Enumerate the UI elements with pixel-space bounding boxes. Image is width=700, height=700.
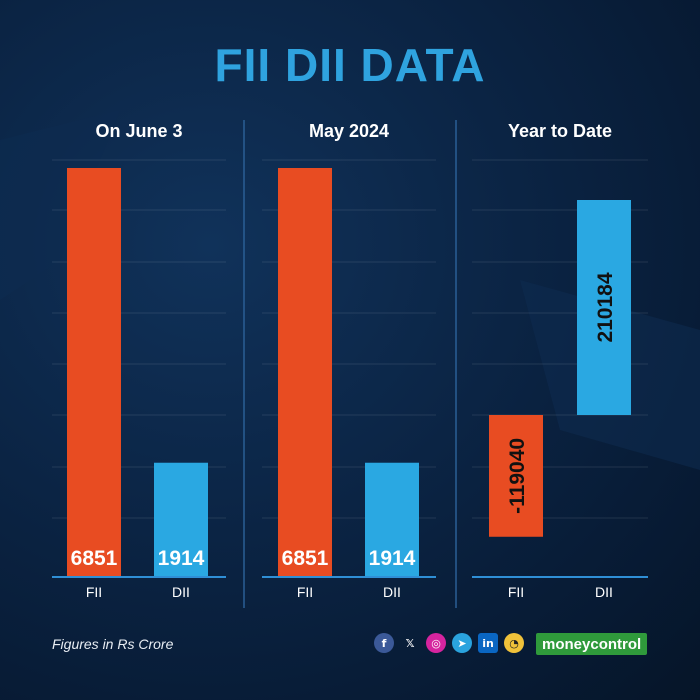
social-icons: f 𝕏 ◎ ➤ in ◔ [374, 633, 524, 655]
page-title: FII DII DATA [214, 39, 486, 91]
data-label: 6851 [71, 547, 118, 570]
bar-dii [365, 462, 419, 577]
units-footnote: Figures in Rs Crore [52, 636, 174, 652]
telegram-icon[interactable]: ➤ [452, 633, 472, 653]
instagram-icon[interactable]: ◎ [426, 633, 446, 653]
chat-icon[interactable]: ◔ [504, 633, 524, 653]
data-label: 6851 [282, 547, 329, 570]
linkedin-icon[interactable]: in [478, 633, 498, 653]
data-label: 1914 [158, 547, 205, 570]
panel-title: Year to Date [508, 121, 612, 141]
category-label: FII [297, 584, 313, 600]
data-label: -119040 [506, 438, 529, 514]
category-label: FII [508, 584, 524, 600]
data-label: 210184 [594, 272, 617, 342]
bar-fii [489, 415, 543, 537]
category-label: DII [172, 584, 190, 600]
panel-title: May 2024 [309, 121, 389, 141]
bar-dii [577, 200, 631, 415]
panel-title: On June 3 [95, 121, 182, 141]
category-label: DII [595, 584, 613, 600]
bar-dii [154, 462, 208, 577]
bar-fii [278, 168, 332, 577]
brand-logo: moneycontrol [536, 633, 648, 655]
x-icon[interactable]: 𝕏 [405, 636, 415, 650]
category-label: DII [383, 584, 401, 600]
facebook-icon[interactable]: f [374, 633, 394, 653]
bar-fii [67, 168, 121, 577]
category-label: FII [86, 584, 102, 600]
data-label: 1914 [369, 547, 416, 570]
